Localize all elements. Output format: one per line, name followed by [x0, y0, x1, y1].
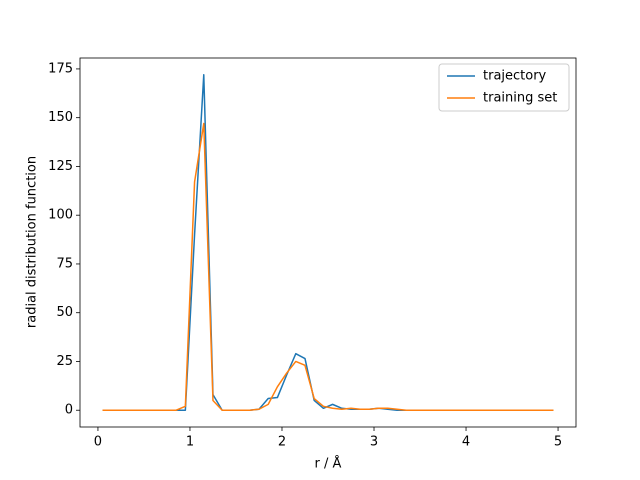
y-tick-label: 150	[48, 110, 73, 125]
x-tick-label: 4	[462, 435, 470, 450]
x-tick-label: 2	[278, 435, 286, 450]
x-tick-label: 3	[370, 435, 378, 450]
y-tick-label: 25	[56, 354, 73, 369]
x-tick-label: 0	[94, 435, 102, 450]
legend-label: training set	[483, 91, 557, 106]
x-tick-label: 5	[554, 435, 562, 450]
y-tick-label: 125	[48, 159, 73, 174]
y-tick-label: 175	[48, 61, 73, 76]
x-axis-label: r / Å	[315, 456, 342, 472]
plot-frame	[79, 57, 577, 428]
legend-label: trajectory	[483, 69, 547, 84]
y-tick-label: 100	[48, 208, 73, 223]
y-tick-label: 0	[65, 403, 73, 418]
data-line	[102, 122, 554, 411]
y-tick-label: 75	[56, 256, 73, 271]
y-axis-label: radial distribution function	[25, 156, 40, 328]
y-tick-label: 50	[56, 305, 73, 320]
x-tick-label: 1	[186, 435, 194, 450]
